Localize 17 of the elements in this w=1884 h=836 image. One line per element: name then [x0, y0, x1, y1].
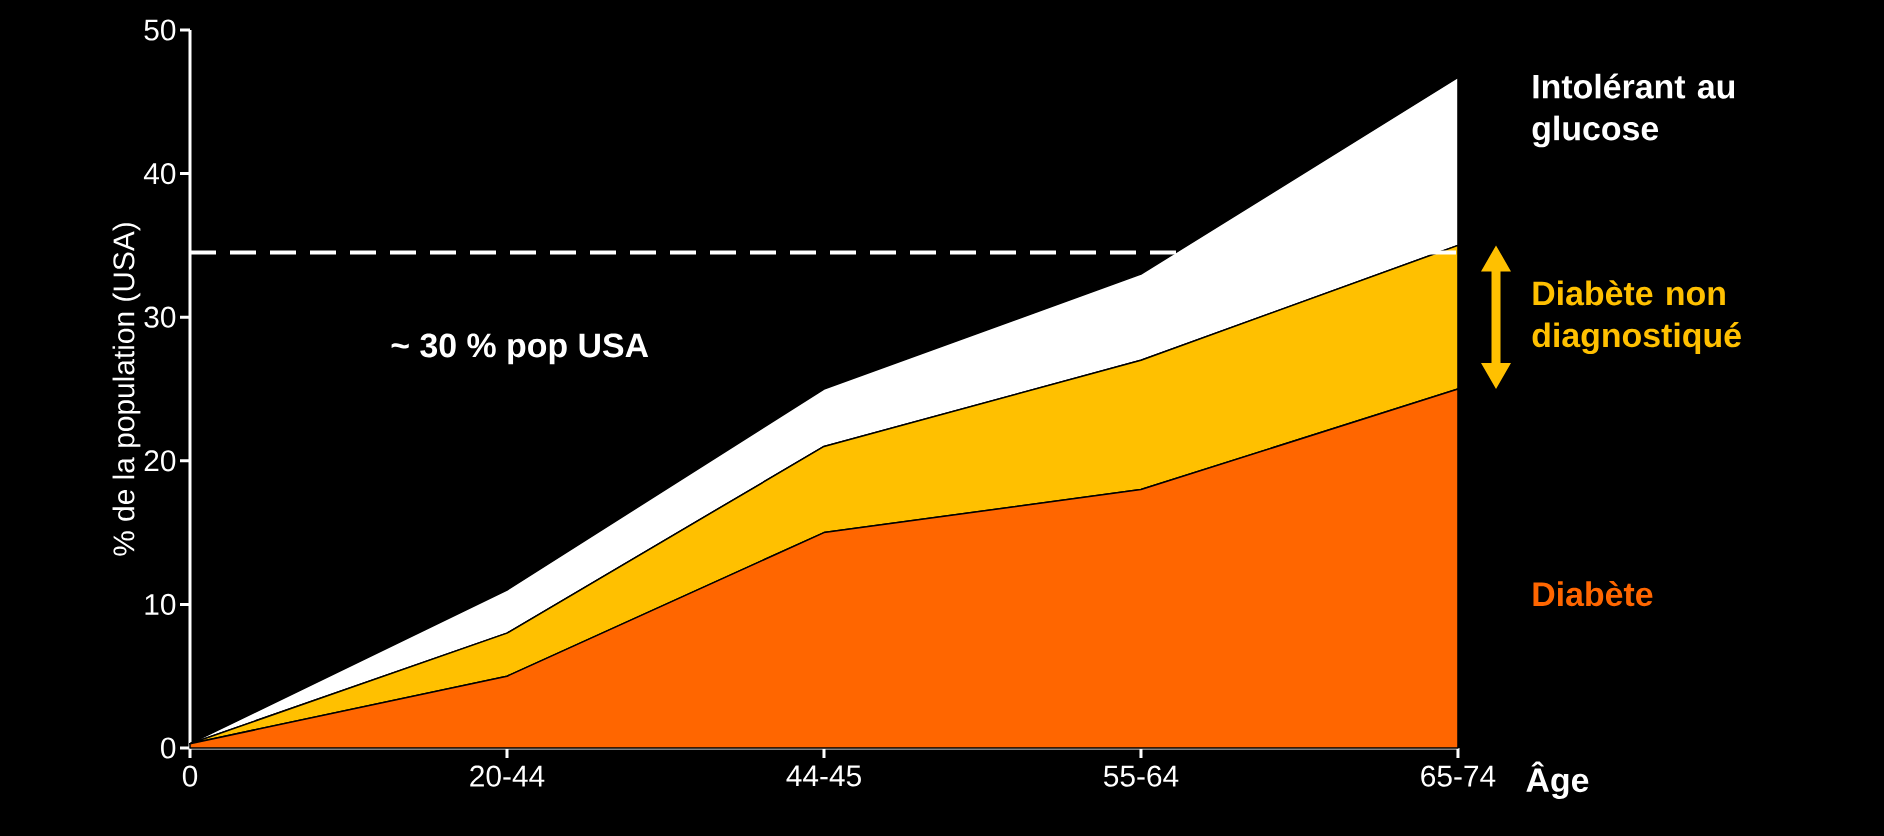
x-tick-label: 44-45	[786, 765, 861, 787]
x-tick-label: 0	[182, 765, 198, 787]
text: Diabète non diagnostiqué	[1532, 280, 1741, 355]
x-axis-title: Âge	[1526, 761, 1589, 800]
y-tick-label: 40	[143, 163, 176, 185]
y-axis-title: % de la population (USA)	[112, 223, 141, 556]
text: Intolérant au glucose	[1532, 73, 1735, 148]
y-tick-label: 30	[144, 306, 176, 328]
x-tick-label: 20-44	[470, 765, 545, 787]
y-tick-label: 20	[144, 450, 176, 472]
y-tick-label: 50	[144, 19, 176, 41]
y-tick-label: 10	[145, 593, 176, 615]
text: Diabète	[1533, 581, 1653, 607]
y-tick-label: 0	[161, 737, 176, 759]
x-tick-label: 55-64	[1103, 765, 1179, 787]
annotation: ~ 30 % pop USA	[391, 333, 649, 365]
x-tick-label: 65-74	[1421, 765, 1496, 787]
